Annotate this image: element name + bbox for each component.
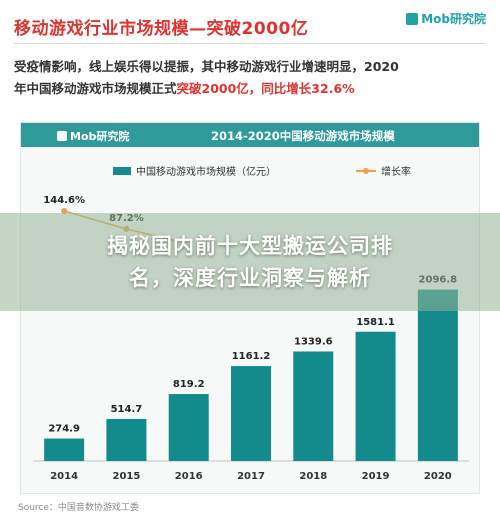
title-divider	[14, 43, 486, 44]
brand-mark-icon	[406, 12, 419, 25]
bar-2019	[355, 331, 396, 461]
source-note: Source：中国音数协游戏工委	[18, 503, 139, 513]
intro-line-1: 受疫情影响，线上娱乐得以提振，其中移动游戏行业增速明显，2020	[14, 59, 399, 74]
x-tick-label-2015: 2015	[113, 471, 141, 482]
chart-title: 2014-2020中国移动游戏市场规模	[211, 129, 395, 143]
legend-line-swatch	[356, 167, 376, 175]
bar-2014	[44, 438, 85, 461]
bar-2020	[417, 289, 458, 461]
intro-line-2-prefix: 年中国移动游戏市场规模正式	[14, 81, 177, 96]
bar-2018	[293, 351, 334, 461]
growth-label-2014: 144.6%	[43, 195, 85, 206]
brand-logo: Mob研究院	[406, 10, 486, 27]
legend-bar-swatch	[113, 166, 131, 175]
article-title-overlay: 揭秘国内前十大型搬运公司排 名，深度行业洞察与解析	[0, 213, 500, 311]
x-tick-label-2016: 2016	[175, 471, 203, 482]
bar-2016	[168, 394, 209, 461]
legend-item-market-size: 中国移动游戏市场规模（亿元）	[113, 163, 276, 178]
chart-brand-name: Mob研究院	[70, 130, 130, 143]
x-tick-label-2018: 2018	[299, 471, 327, 482]
brand-name: Mob研究院	[421, 12, 486, 26]
intro-text: 受疫情影响，线上娱乐得以提振，其中移动游戏行业增速明显，2020 年中国移动游戏…	[14, 56, 486, 100]
page-headline: 移动游戏行业市场规模—突破2000亿	[14, 19, 309, 39]
bar-value-label-2017: 1161.2	[232, 351, 271, 362]
x-tick-label-2017: 2017	[237, 471, 265, 482]
x-tick-label-2019: 2019	[362, 471, 390, 482]
intro-line-2: 年中国移动游戏市场规模正式突破2000亿，同比增长32.6%	[14, 78, 486, 100]
chart-brand-icon	[57, 131, 67, 141]
overlay-title-line-2: 名，深度行业洞察与解析	[129, 266, 371, 290]
bar-2017	[231, 366, 271, 461]
bar-2015	[106, 418, 147, 461]
bar-value-label-2019: 1581.1	[356, 317, 395, 328]
x-tick-label-2020: 2020	[424, 471, 452, 482]
bar-value-label-2018: 1339.6	[294, 337, 333, 348]
x-tick-label-2014: 2014	[50, 471, 78, 482]
bar-value-label-2016: 819.2	[173, 379, 205, 390]
legend-label-growth: 增长率	[381, 167, 411, 178]
bar-value-label-2014: 274.9	[48, 424, 80, 435]
legend-item-growth: 增长率	[356, 163, 411, 178]
bar-value-label-2015: 514.7	[111, 404, 143, 415]
overlay-title-line-1: 揭秘国内前十大型搬运公司排	[107, 234, 393, 258]
intro-highlight: 突破2000亿，同比增长32.6%	[176, 81, 355, 96]
chart-header-bar: Mob研究院 2014-2020中国移动游戏市场规模	[21, 123, 479, 147]
chart-legend: 中国移动游戏市场规模（亿元） 增长率	[113, 163, 411, 178]
chart-brand: Mob研究院	[57, 128, 129, 144]
growth-point-2014	[61, 208, 68, 214]
legend-label-market-size: 中国移动游戏市场规模（亿元）	[136, 167, 276, 178]
bar-chart: 274.9 2014 514.7 2015 819.2 2016 1161.2 2017 133…	[33, 195, 469, 482]
